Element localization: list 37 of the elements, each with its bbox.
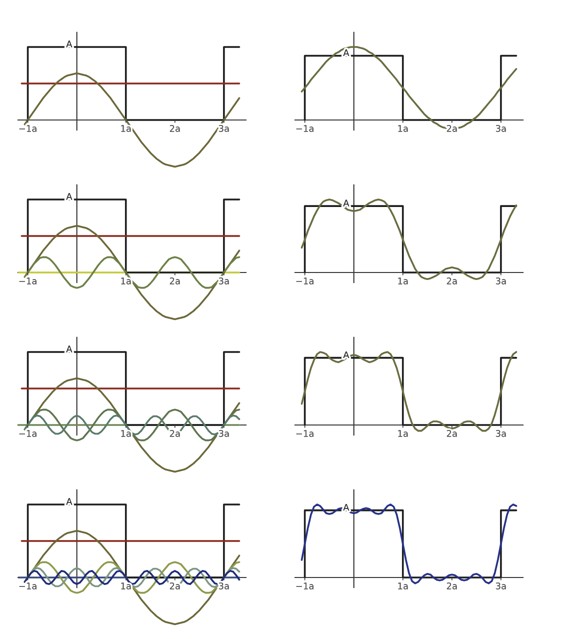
x-tick-label: 3a: [218, 278, 229, 284]
x-tick-label: 1a: [121, 125, 131, 132]
x-tick-label: 1a: [398, 278, 408, 284]
x-tick-label: −1a: [19, 430, 36, 437]
x-tick-label: −1a: [296, 430, 314, 437]
annotation: A: [343, 49, 350, 56]
x-tick-label: 1a: [121, 278, 131, 284]
x-tick-label: 1a: [398, 582, 408, 590]
x-tick-label: 3a: [496, 582, 506, 590]
x-tick-label: 3a: [218, 125, 229, 132]
annotation: A: [66, 498, 72, 505]
annotation: A: [343, 200, 350, 206]
x-tick-label: −1a: [296, 582, 314, 590]
x-tick-label: −1a: [19, 582, 36, 590]
x-tick-label: 2a: [170, 278, 180, 284]
x-tick-label: 3a: [218, 582, 229, 590]
annotation: A: [66, 40, 72, 48]
x-tick-label: 3a: [496, 278, 506, 284]
x-tick-label: 2a: [170, 125, 180, 132]
x-tick-label: −1a: [19, 278, 36, 284]
x-tick-label: 3a: [218, 430, 229, 437]
x-tick-label: −1a: [296, 278, 314, 284]
x-tick-label: −1a: [296, 125, 314, 132]
x-tick-label: 2a: [446, 582, 457, 590]
x-tick-label: 2a: [446, 430, 457, 437]
x-tick-label: −1a: [19, 125, 36, 132]
x-tick-label: 2a: [446, 278, 457, 284]
x-tick-label: 1a: [121, 430, 131, 437]
x-tick-label: 1a: [121, 582, 131, 590]
x-tick-label: 1a: [398, 430, 408, 437]
annotation: A: [66, 346, 72, 352]
annotation: A: [343, 351, 350, 358]
annotation: A: [66, 193, 72, 200]
x-tick-label: 1a: [398, 125, 408, 132]
x-tick-label: 2a: [170, 430, 180, 437]
x-tick-label: 3a: [496, 430, 506, 437]
x-tick-label: 3a: [496, 125, 506, 132]
